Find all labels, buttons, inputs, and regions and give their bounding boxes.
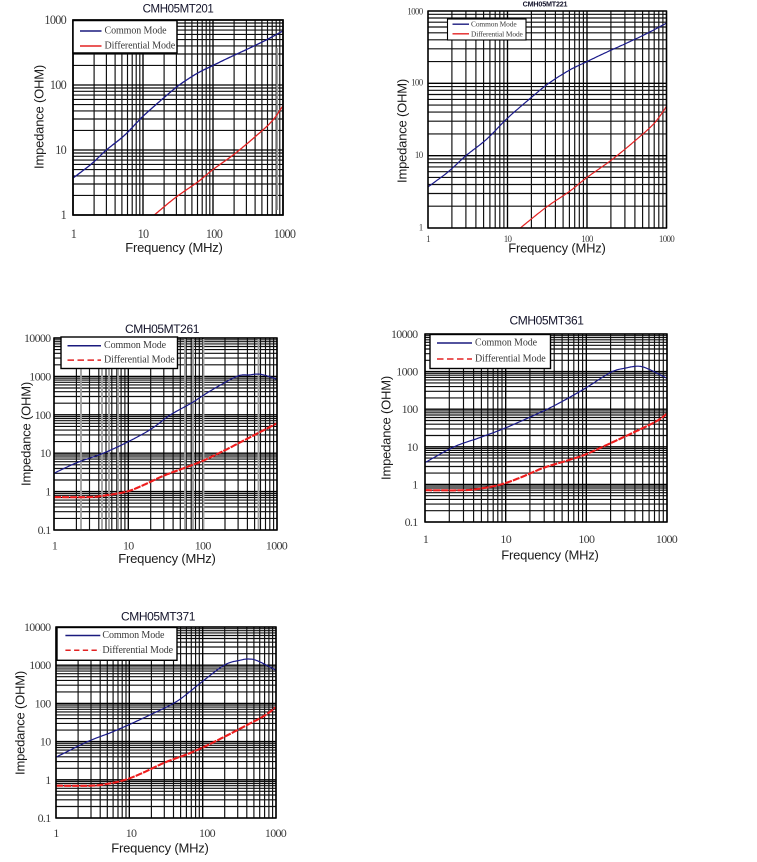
svg-text:Differential Mode: Differential Mode bbox=[104, 355, 175, 366]
svg-text:10: 10 bbox=[407, 440, 418, 454]
svg-text:Common Mode: Common Mode bbox=[102, 630, 165, 641]
svg-text:10: 10 bbox=[415, 150, 424, 160]
svg-text:Frequency (MHz): Frequency (MHz) bbox=[118, 551, 215, 566]
svg-text:100: 100 bbox=[581, 234, 594, 244]
svg-text:1000: 1000 bbox=[265, 826, 287, 840]
svg-text:Common Mode: Common Mode bbox=[105, 26, 168, 37]
svg-text:100: 100 bbox=[195, 539, 212, 553]
svg-text:10: 10 bbox=[123, 539, 134, 553]
svg-text:1000: 1000 bbox=[656, 532, 678, 546]
svg-text:10: 10 bbox=[126, 826, 137, 840]
svg-text:1: 1 bbox=[71, 227, 77, 241]
svg-text:0.1: 0.1 bbox=[38, 523, 52, 537]
svg-text:CMH05MT201: CMH05MT201 bbox=[143, 4, 214, 16]
svg-text:CMH05MT371: CMH05MT371 bbox=[121, 610, 196, 624]
svg-text:CMH05MT361: CMH05MT361 bbox=[509, 314, 584, 328]
svg-text:1000: 1000 bbox=[396, 365, 418, 379]
svg-text:CMH05MT261: CMH05MT261 bbox=[125, 322, 200, 336]
svg-text:1: 1 bbox=[419, 222, 423, 232]
svg-text:1000: 1000 bbox=[274, 227, 296, 241]
svg-text:1: 1 bbox=[53, 826, 59, 840]
svg-text:100: 100 bbox=[50, 78, 67, 92]
svg-text:Common Mode: Common Mode bbox=[475, 338, 538, 349]
svg-text:Impedance (OHM): Impedance (OHM) bbox=[379, 376, 394, 480]
svg-text:1000: 1000 bbox=[659, 234, 675, 244]
svg-text:10: 10 bbox=[55, 143, 66, 157]
svg-text:Frequency (MHz): Frequency (MHz) bbox=[508, 241, 605, 256]
svg-text:1: 1 bbox=[423, 532, 429, 546]
svg-text:1: 1 bbox=[412, 477, 418, 491]
svg-text:1: 1 bbox=[45, 773, 51, 787]
svg-text:Common Mode: Common Mode bbox=[104, 340, 167, 351]
svg-text:10000: 10000 bbox=[24, 620, 51, 634]
svg-text:100: 100 bbox=[402, 402, 419, 416]
svg-text:10: 10 bbox=[40, 446, 51, 460]
svg-text:10: 10 bbox=[138, 227, 149, 241]
svg-text:100: 100 bbox=[411, 78, 424, 88]
svg-text:Differential Mode: Differential Mode bbox=[475, 354, 546, 365]
svg-text:1000: 1000 bbox=[407, 7, 423, 17]
svg-text:0.1: 0.1 bbox=[38, 811, 52, 825]
svg-text:10: 10 bbox=[500, 532, 511, 546]
svg-text:100: 100 bbox=[35, 696, 52, 710]
svg-text:Differential Mode: Differential Mode bbox=[471, 29, 524, 38]
svg-text:10000: 10000 bbox=[24, 331, 51, 345]
svg-text:Frequency (MHz): Frequency (MHz) bbox=[125, 240, 222, 255]
svg-text:Impedance (OHM): Impedance (OHM) bbox=[13, 671, 28, 775]
svg-text:1000: 1000 bbox=[266, 539, 288, 553]
svg-text:1: 1 bbox=[61, 208, 67, 222]
svg-text:0.1: 0.1 bbox=[405, 515, 419, 529]
svg-text:100: 100 bbox=[206, 227, 223, 241]
svg-text:100: 100 bbox=[578, 532, 595, 546]
svg-text:Differential Mode: Differential Mode bbox=[102, 645, 173, 656]
svg-text:10: 10 bbox=[504, 234, 513, 244]
svg-text:1000: 1000 bbox=[29, 658, 51, 672]
svg-text:1000: 1000 bbox=[44, 13, 66, 27]
svg-text:Frequency (MHz): Frequency (MHz) bbox=[111, 841, 208, 856]
svg-text:Impedance (OHM): Impedance (OHM) bbox=[32, 65, 47, 169]
svg-text:1: 1 bbox=[426, 234, 430, 244]
svg-text:Differential Mode: Differential Mode bbox=[105, 41, 176, 52]
svg-text:Frequency (MHz): Frequency (MHz) bbox=[501, 548, 598, 563]
svg-text:100: 100 bbox=[199, 826, 216, 840]
svg-text:Common Mode: Common Mode bbox=[471, 20, 517, 29]
svg-text:CMH05MT221: CMH05MT221 bbox=[523, 0, 568, 8]
svg-text:1: 1 bbox=[45, 485, 51, 499]
svg-text:10000: 10000 bbox=[391, 327, 418, 341]
svg-text:1000: 1000 bbox=[29, 369, 51, 383]
svg-text:1: 1 bbox=[52, 539, 58, 553]
svg-text:Impedance (OHM): Impedance (OHM) bbox=[19, 382, 34, 486]
svg-text:Impedance (OHM): Impedance (OHM) bbox=[395, 79, 410, 183]
svg-text:100: 100 bbox=[35, 408, 52, 422]
svg-text:10: 10 bbox=[40, 735, 51, 749]
